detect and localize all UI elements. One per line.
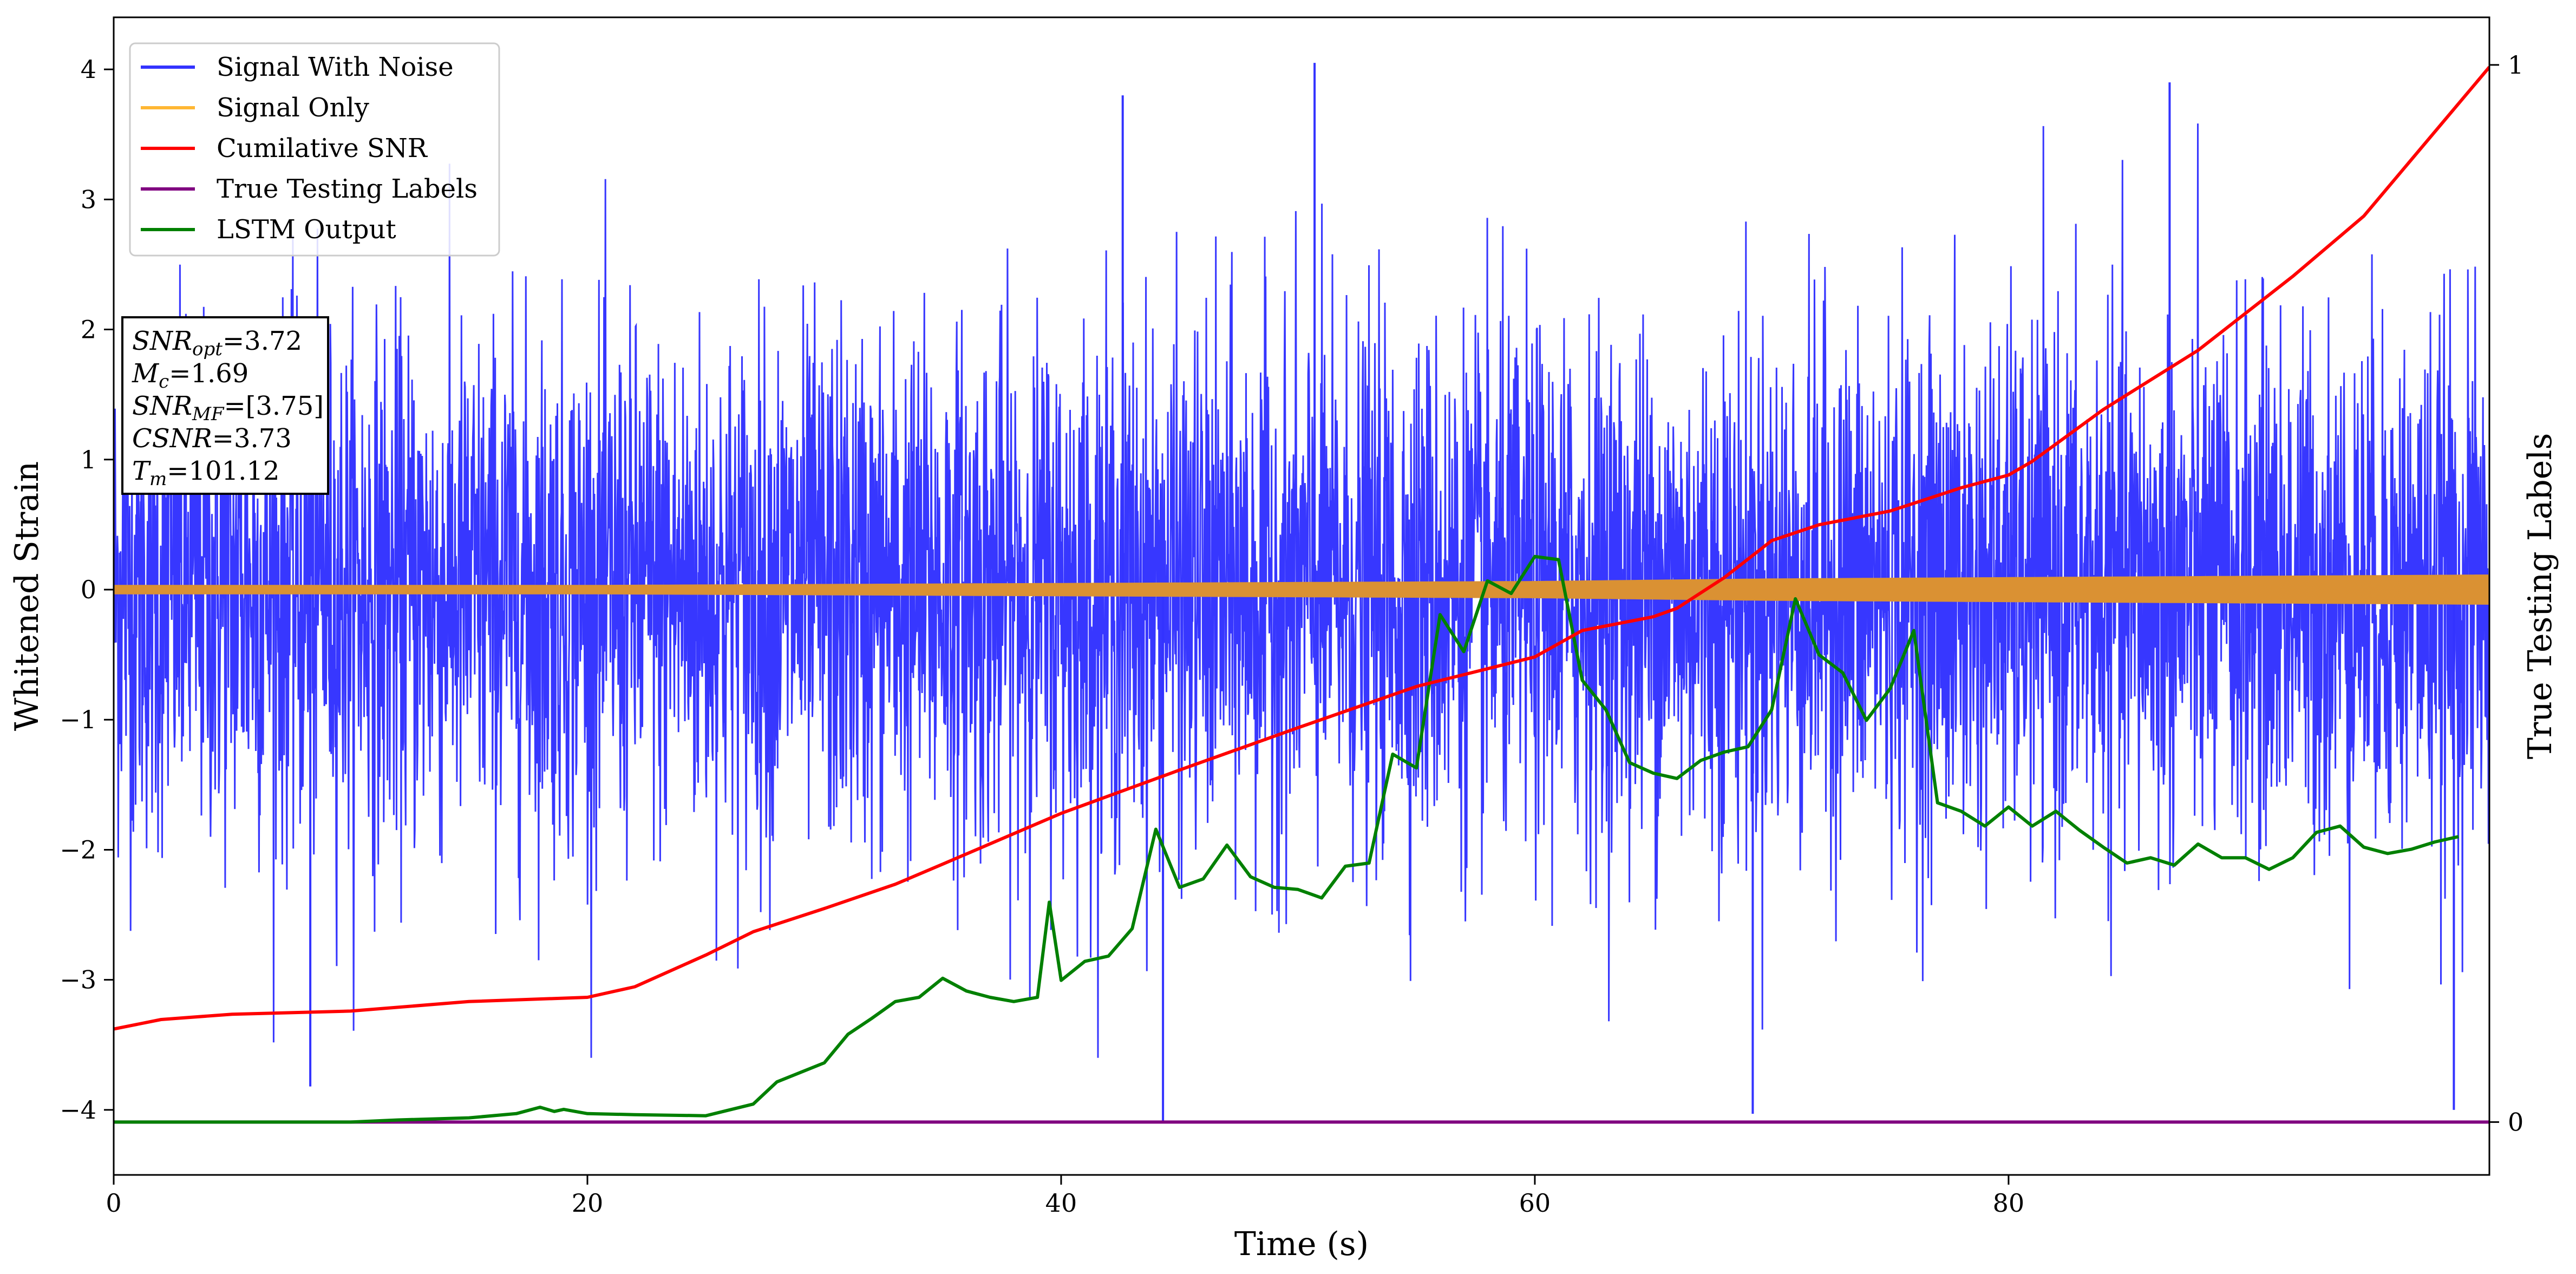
plot-frame bbox=[113, 16, 2490, 1176]
y-tick-label: 3 bbox=[81, 185, 96, 214]
info-symbol: SNR bbox=[132, 326, 192, 356]
y-axis-left: −4 −3 −2 −1 0 1 2 3 4 bbox=[60, 55, 114, 1125]
info-symbol: T bbox=[132, 456, 151, 486]
info-box-line: CSNR=3.73 bbox=[132, 423, 292, 454]
legend-label: Signal Only bbox=[217, 93, 369, 123]
legend-label: Signal With Noise bbox=[217, 52, 454, 82]
info-value: =[3.75] bbox=[224, 391, 324, 421]
x-tick-label: 80 bbox=[1993, 1188, 2025, 1218]
y-tick-label: −1 bbox=[60, 705, 96, 734]
info-subscript: c bbox=[159, 371, 169, 393]
legend: Signal With Noise Signal Only Cumilative S… bbox=[129, 42, 500, 257]
cumilative-snr-line bbox=[114, 66, 2489, 1031]
y-axis-right: 01 bbox=[2489, 50, 2523, 1136]
signal-with-noise-spikes bbox=[309, 63, 2455, 1123]
info-box-line: Mc=1.69 bbox=[132, 358, 249, 393]
y2-tick-label: 0 bbox=[2508, 1107, 2523, 1136]
x-tick-label: 40 bbox=[1045, 1188, 1077, 1218]
x-tick-label: 20 bbox=[572, 1188, 604, 1218]
x-axis-title: Time (s) bbox=[1234, 1225, 1369, 1263]
info-box-frame bbox=[121, 316, 329, 495]
lines-layer bbox=[114, 66, 2489, 1124]
y-tick-label: 0 bbox=[81, 575, 96, 604]
y-tick-label: −3 bbox=[60, 965, 96, 995]
lstm-output-line bbox=[114, 554, 2459, 1124]
y-tick-label: 1 bbox=[81, 445, 96, 474]
signal-with-noise-layer bbox=[114, 63, 2489, 1123]
info-value: =1.69 bbox=[169, 358, 249, 389]
info-box-line: Tm=101.12 bbox=[132, 456, 279, 490]
signal-only-band bbox=[114, 574, 2489, 605]
y-tick-label: −4 bbox=[60, 1095, 96, 1125]
info-box-line: SNRMF=[3.75] bbox=[132, 391, 324, 425]
y-axis-title: Whitened Strain bbox=[8, 461, 46, 731]
legend-label: True Testing Labels bbox=[217, 174, 478, 204]
signal-with-noise-line bbox=[114, 123, 2489, 1058]
y2-axis-title: True Testing Labels bbox=[2521, 433, 2559, 760]
legend-label: LSTM Output bbox=[217, 214, 396, 245]
legend-label: Cumilative SNR bbox=[217, 133, 428, 164]
info-value: =3.73 bbox=[212, 423, 292, 454]
info-box-line: SNRopt=3.72 bbox=[132, 326, 302, 360]
signal-only-layer bbox=[114, 574, 2489, 605]
y-tick-label: −2 bbox=[60, 835, 96, 864]
info-subscript: MF bbox=[192, 403, 225, 425]
info-subscript: opt bbox=[192, 338, 223, 360]
x-tick-label: 60 bbox=[1519, 1188, 1551, 1218]
info-value: =101.12 bbox=[167, 456, 279, 486]
legend-box bbox=[129, 42, 500, 257]
info-symbol: CSNR bbox=[132, 423, 212, 454]
info-symbol: SNR bbox=[132, 391, 192, 421]
y-tick-label: 2 bbox=[81, 315, 96, 344]
info-box: SNRopt=3.72Mc=1.69SNRMF=[3.75]CSNR=3.73T… bbox=[121, 316, 329, 495]
info-value: =3.72 bbox=[223, 326, 302, 356]
info-subscript: m bbox=[149, 468, 167, 490]
y2-tick-label: 1 bbox=[2508, 50, 2523, 80]
x-axis: 0 20 40 60 80 bbox=[106, 1175, 2024, 1218]
info-symbol: M bbox=[132, 358, 160, 389]
y-tick-label: 4 bbox=[81, 55, 96, 84]
x-tick-label: 0 bbox=[106, 1188, 121, 1218]
